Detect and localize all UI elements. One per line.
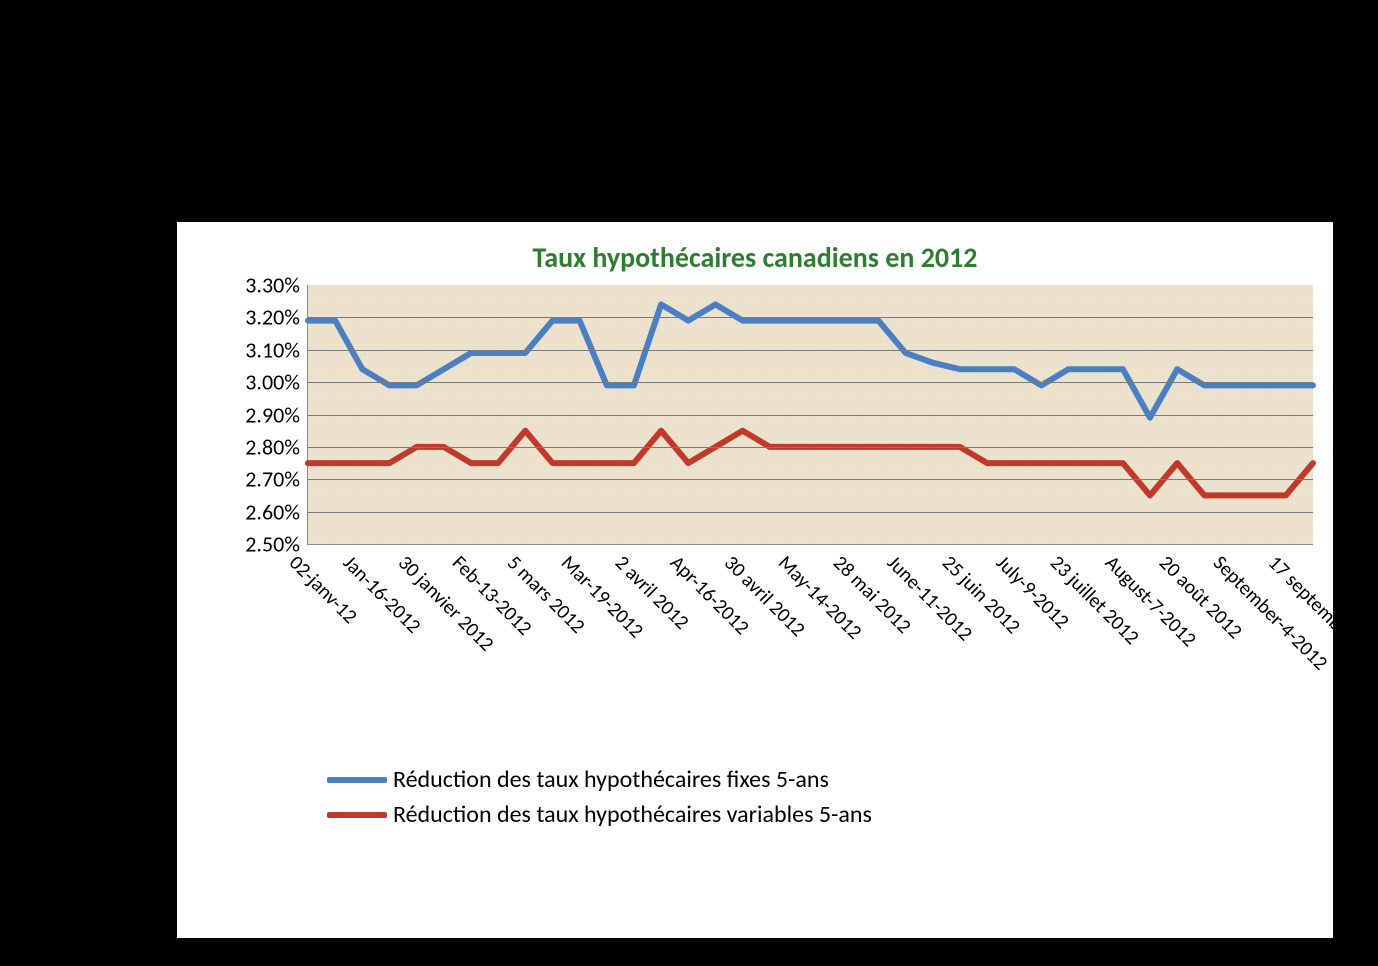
chart-container: Taux hypothécaires canadiens en 2012 2.5… — [175, 220, 1335, 940]
y-tick-label: 2.80% — [245, 433, 300, 460]
legend-item-variable: Réduction des taux hypothécaires variabl… — [327, 800, 1313, 829]
legend-swatch-fixed — [327, 777, 387, 783]
gridline — [308, 317, 1313, 318]
legend-item-fixed: Réduction des taux hypothécaires fixes 5… — [327, 765, 1313, 794]
legend-swatch-variable — [327, 812, 387, 818]
y-tick-label: 2.50% — [245, 531, 300, 558]
gridline — [308, 447, 1313, 448]
legend-label-variable: Réduction des taux hypothécaires variabl… — [393, 800, 872, 829]
y-tick-label: 3.00% — [245, 369, 300, 396]
y-tick-label: 3.10% — [245, 336, 300, 363]
chart-title: Taux hypothécaires canadiens en 2012 — [177, 240, 1333, 275]
y-tick-label: 3.30% — [245, 272, 300, 299]
gridline — [308, 382, 1313, 383]
series-line-1 — [308, 431, 1313, 496]
plot-wrap: 2.50%2.60%2.70%2.80%2.90%3.00%3.10%3.20%… — [307, 285, 1313, 545]
legend-label-fixed: Réduction des taux hypothécaires fixes 5… — [393, 765, 829, 794]
y-tick-label: 3.20% — [245, 304, 300, 331]
y-tick-label: 2.70% — [245, 466, 300, 493]
gridline — [308, 415, 1313, 416]
y-tick-label: 2.90% — [245, 401, 300, 428]
series-line-0 — [308, 304, 1313, 417]
y-tick-label: 2.60% — [245, 498, 300, 525]
gridline — [308, 350, 1313, 351]
gridline — [308, 512, 1313, 513]
gridline — [308, 479, 1313, 480]
x-axis-labels: 02-janv-12Jan-16-201230 janvier 2012Feb-… — [307, 545, 1313, 755]
legend: Réduction des taux hypothécaires fixes 5… — [327, 765, 1313, 829]
plot-area: 2.50%2.60%2.70%2.80%2.90%3.00%3.10%3.20%… — [307, 285, 1313, 545]
